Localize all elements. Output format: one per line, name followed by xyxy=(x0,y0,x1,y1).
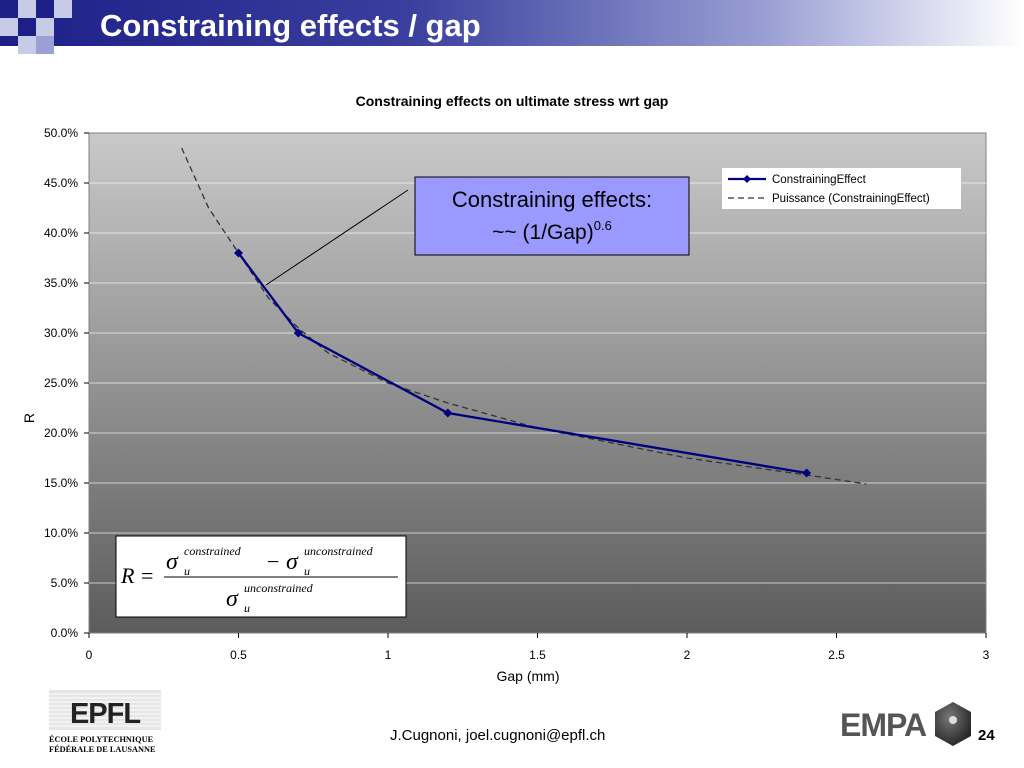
annotation-formula: ~~ (1/Gap) xyxy=(492,221,594,244)
annotation-box xyxy=(414,176,690,256)
epfl-logo-mark: EPFL xyxy=(70,698,140,730)
header-squares-logo xyxy=(0,0,90,62)
annotation-exponent: 0.6 xyxy=(594,218,612,233)
formula-sigma-2: σ xyxy=(286,549,299,575)
y-tick-label: 15.0% xyxy=(44,476,78,490)
y-tick-label: 35.0% xyxy=(44,276,78,290)
formula-equals: = xyxy=(141,563,153,588)
epfl-logo-line2: FÉDÉRALE DE LAUSANNE xyxy=(49,744,156,754)
formula-sub-1: u xyxy=(184,564,190,578)
formula-sub-3: u xyxy=(244,601,250,615)
legend-swatch-marker xyxy=(743,175,751,183)
annotation-line1: Constraining effects: xyxy=(452,187,652,212)
x-tick-label: 1 xyxy=(385,648,392,662)
x-axis-label: Gap (mm) xyxy=(497,668,560,684)
x-tick-label: 2.5 xyxy=(828,648,845,662)
y-axis-label: R xyxy=(21,413,37,423)
epfl-logo: EPFL ÉCOLE POLYTECHNIQUE FÉDÉRALE DE LAU… xyxy=(49,690,161,754)
data-markers xyxy=(234,248,812,478)
x-tick-labels: 0 0.5 1 1.5 2 2.5 3 xyxy=(86,633,990,662)
empa-badge-dot-icon xyxy=(949,716,957,724)
empa-logo-mark: EMPA xyxy=(840,707,927,743)
x-tick-label: 0 xyxy=(86,648,93,662)
y-tick-label: 45.0% xyxy=(44,176,78,190)
page-number: 24 xyxy=(978,727,995,744)
chart-title: Constraining effects on ultimate stress … xyxy=(356,93,669,109)
y-tick-label: 30.0% xyxy=(44,326,78,340)
y-tick-label: 40.0% xyxy=(44,226,78,240)
slide-title: Constraining effects / gap xyxy=(100,8,481,43)
annotation-line2: ~~ (1/Gap)0.6 xyxy=(492,218,612,244)
formula-minus: − xyxy=(267,549,279,574)
x-tick-label: 0.5 xyxy=(230,648,247,662)
formula-sup-1: constrained xyxy=(184,544,242,558)
y-tick-label: 10.0% xyxy=(44,526,78,540)
formula-sigma-1: σ xyxy=(166,549,179,575)
footer-contact: J.Cugnoni, joel.cugnoni@epfl.ch xyxy=(390,727,606,744)
y-tick-label: 20.0% xyxy=(44,426,78,440)
slide-header-bar xyxy=(0,0,1024,46)
annotation-pointer xyxy=(265,189,409,286)
x-tick-label: 1.5 xyxy=(529,648,546,662)
formula-sub-2: u xyxy=(304,564,310,578)
y-tick-labels: 0.0% 5.0% 10.0% 15.0% 20.0% 25.0% 30.0% 35.0% 40… xyxy=(44,126,89,640)
y-tick-label: 25.0% xyxy=(44,376,78,390)
epfl-logo-line1: ÉCOLE POLYTECHNIQUE xyxy=(49,734,154,744)
power-fit-line xyxy=(181,147,867,485)
formula-sup-3: unconstrained xyxy=(244,581,314,595)
constraining-effect-line xyxy=(237,252,807,475)
y-tick-label: 50.0% xyxy=(44,126,78,140)
empa-logo: EMPA xyxy=(840,702,971,746)
legend-label-fit: Puissance (ConstrainingEffect) xyxy=(772,193,930,205)
legend-label-series: ConstrainingEffect xyxy=(772,174,867,186)
data-point-marker xyxy=(443,408,453,418)
data-point-marker xyxy=(802,468,812,478)
formula-lhs: R xyxy=(120,563,135,588)
formula-sup-2: unconstrained xyxy=(304,544,374,558)
x-tick-label: 2 xyxy=(684,648,691,662)
y-tick-label: 5.0% xyxy=(51,576,79,590)
y-tick-label: 0.0% xyxy=(51,626,79,640)
gridlines xyxy=(89,182,986,584)
data-point-marker xyxy=(234,248,243,258)
data-point-marker xyxy=(293,328,303,338)
x-tick-label: 3 xyxy=(983,648,990,662)
formula-sigma-3: σ xyxy=(226,586,239,612)
legend xyxy=(722,168,961,209)
